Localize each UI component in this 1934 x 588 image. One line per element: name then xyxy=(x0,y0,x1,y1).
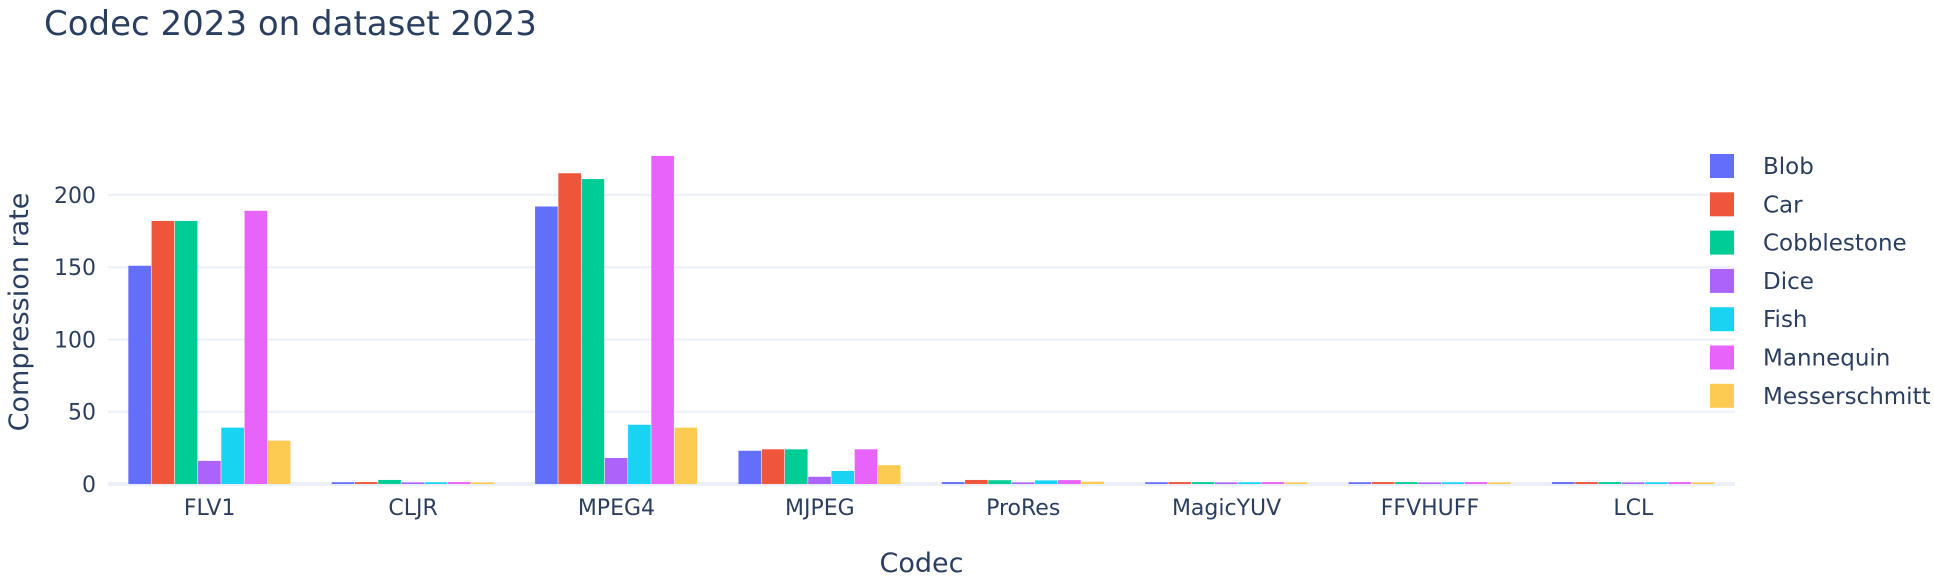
bar-dice-magicyuv[interactable] xyxy=(1214,482,1238,484)
bar-cobblestone-mpeg4[interactable] xyxy=(581,179,605,484)
legend-swatch xyxy=(1710,268,1734,293)
legend-item-fish[interactable]: Fish xyxy=(1710,307,1808,333)
bar-mannequin-prores[interactable] xyxy=(1058,480,1081,484)
x-tick-label: FLV1 xyxy=(184,496,236,521)
bar-car-prores[interactable] xyxy=(965,479,988,484)
legend-swatch xyxy=(1710,192,1734,217)
x-tick-label: ProRes xyxy=(986,496,1060,521)
legend-label: Mannequin xyxy=(1763,346,1890,372)
bar-car-mjpeg[interactable] xyxy=(761,449,785,484)
bar-car-flv1[interactable] xyxy=(151,220,175,484)
bar-car-ffvhuff[interactable] xyxy=(1371,482,1395,484)
y-tick-label: 100 xyxy=(54,328,96,353)
bar-mannequin-magicyuv[interactable] xyxy=(1261,482,1285,484)
y-tick-label: 0 xyxy=(82,473,96,498)
bar-mannequin-mpeg4[interactable] xyxy=(651,155,674,484)
bar-car-mpeg4[interactable] xyxy=(558,173,581,485)
bar-blob-ffvhuff[interactable] xyxy=(1348,482,1372,484)
legend-swatch xyxy=(1710,383,1734,408)
y-tick-label: 50 xyxy=(68,401,96,426)
bar-dice-flv1[interactable] xyxy=(198,460,221,484)
bar-fish-lcl[interactable] xyxy=(1644,482,1668,484)
y-axis-title: Compression rate xyxy=(4,193,35,432)
legend-label: Dice xyxy=(1763,269,1814,295)
bars xyxy=(128,155,1715,485)
bar-car-cljr[interactable] xyxy=(354,482,378,484)
bar-cobblestone-ffvhuff[interactable] xyxy=(1395,482,1418,484)
bar-dice-cljr[interactable] xyxy=(401,482,425,484)
y-tick-label: 200 xyxy=(54,184,96,209)
bar-fish-prores[interactable] xyxy=(1034,480,1058,484)
bar-messerschmitt-ffvhuff[interactable] xyxy=(1488,482,1511,484)
bar-blob-mjpeg[interactable] xyxy=(738,450,762,484)
bar-fish-mjpeg[interactable] xyxy=(831,470,855,484)
x-tick-label: FFVHUFF xyxy=(1381,496,1479,521)
legend-label: Fish xyxy=(1763,307,1808,333)
bar-fish-magicyuv[interactable] xyxy=(1238,482,1261,484)
legend-swatch xyxy=(1710,307,1734,332)
bar-car-lcl[interactable] xyxy=(1575,482,1598,484)
bar-cobblestone-mjpeg[interactable] xyxy=(784,449,808,484)
bar-messerschmitt-magicyuv[interactable] xyxy=(1284,482,1308,484)
x-axis-title: Codec xyxy=(880,548,964,579)
x-tick-label: LCL xyxy=(1613,496,1654,521)
x-tick-label: MPEG4 xyxy=(578,496,655,521)
bar-messerschmitt-mpeg4[interactable] xyxy=(674,427,698,484)
legend-item-car[interactable]: Car xyxy=(1710,192,1803,218)
legend-label: Messerschmitt xyxy=(1763,384,1931,410)
legend-item-cobblestone[interactable]: Cobblestone xyxy=(1710,230,1907,257)
bar-cobblestone-magicyuv[interactable] xyxy=(1191,482,1215,484)
y-tick-label: 150 xyxy=(54,256,96,281)
chart-title: Codec 2023 on dataset 2023 xyxy=(44,4,537,44)
legend-item-blob[interactable]: Blob xyxy=(1710,154,1814,180)
x-tick-label: MJPEG xyxy=(785,496,855,521)
legend-label: Cobblestone xyxy=(1763,231,1907,257)
bar-cobblestone-cljr[interactable] xyxy=(378,479,401,484)
legend-swatch xyxy=(1710,230,1734,255)
legend-item-dice[interactable]: Dice xyxy=(1710,268,1814,295)
bar-dice-mpeg4[interactable] xyxy=(604,457,628,484)
legend-item-messerschmitt[interactable]: Messerschmitt xyxy=(1710,383,1931,410)
bar-blob-cljr[interactable] xyxy=(331,482,355,484)
bar-messerschmitt-flv1[interactable] xyxy=(267,440,291,484)
bar-dice-lcl[interactable] xyxy=(1621,482,1645,484)
y-tick-labels: 0 50 100 150 200 xyxy=(54,184,96,498)
bar-mannequin-flv1[interactable] xyxy=(244,210,268,484)
x-tick-label: MagicYUV xyxy=(1172,496,1281,521)
bar-mannequin-cljr[interactable] xyxy=(447,482,471,484)
legend-swatch xyxy=(1710,345,1734,370)
bar-fish-ffvhuff[interactable] xyxy=(1441,482,1465,484)
legend-item-mannequin[interactable]: Mannequin xyxy=(1710,345,1890,372)
bar-fish-mpeg4[interactable] xyxy=(628,424,651,484)
bar-blob-flv1[interactable] xyxy=(128,265,151,484)
bar-car-magicyuv[interactable] xyxy=(1168,482,1192,484)
bar-fish-flv1[interactable] xyxy=(221,427,244,484)
bar-dice-ffvhuff[interactable] xyxy=(1418,482,1441,484)
bar-blob-lcl[interactable] xyxy=(1551,482,1575,484)
bar-mannequin-lcl[interactable] xyxy=(1668,482,1691,484)
legend-swatch xyxy=(1710,154,1734,178)
bar-cobblestone-prores[interactable] xyxy=(988,480,1011,484)
gridlines xyxy=(108,193,1735,486)
x-tick-label: CLJR xyxy=(388,496,437,521)
bar-dice-prores[interactable] xyxy=(1011,482,1035,484)
legend: Blob Car Cobblestone Dice Fish Mannequin Messe… xyxy=(1710,154,1931,410)
bar-mannequin-ffvhuff[interactable] xyxy=(1464,482,1488,484)
legend-label: Car xyxy=(1763,192,1803,218)
bar-messerschmitt-prores[interactable] xyxy=(1081,481,1104,484)
bar-blob-prores[interactable] xyxy=(941,482,965,484)
bar-fish-cljr[interactable] xyxy=(424,482,448,484)
bar-mannequin-mjpeg[interactable] xyxy=(854,449,878,484)
bar-dice-mjpeg[interactable] xyxy=(808,476,831,484)
x-tick-labels: FLV1 CLJR MPEG4 MJPEG ProRes MagicYUV FFVHUFF L… xyxy=(184,496,1654,521)
bar-messerschmitt-cljr[interactable] xyxy=(471,482,494,484)
bar-blob-magicyuv[interactable] xyxy=(1145,482,1168,484)
bar-cobblestone-flv1[interactable] xyxy=(174,220,198,484)
bar-blob-mpeg4[interactable] xyxy=(535,206,558,485)
bar-messerschmitt-lcl[interactable] xyxy=(1691,482,1715,484)
bar-messerschmitt-mjpeg[interactable] xyxy=(877,465,901,484)
bar-cobblestone-lcl[interactable] xyxy=(1598,482,1622,484)
legend-label: Blob xyxy=(1763,154,1814,180)
